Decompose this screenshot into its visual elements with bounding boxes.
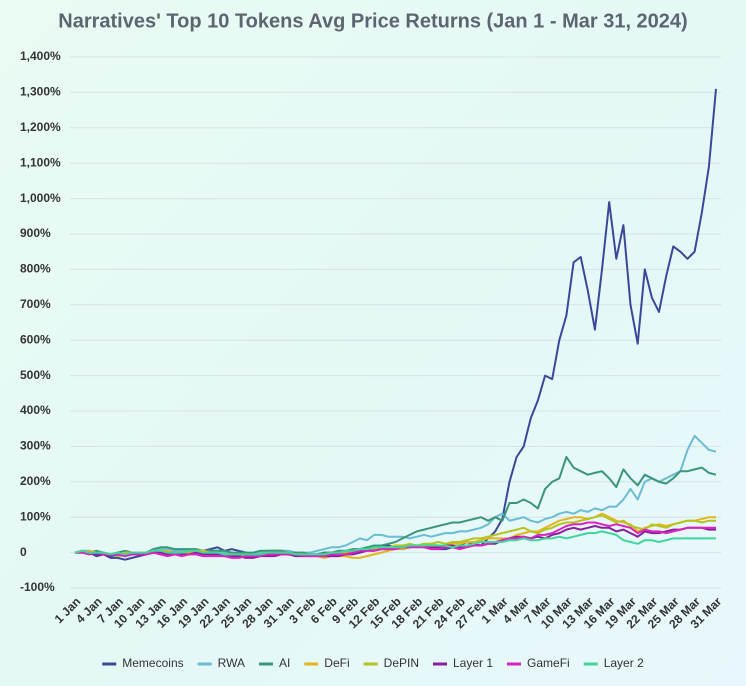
legend-label: RWA <box>218 656 245 670</box>
legend-item: Layer 1 <box>432 656 493 670</box>
y-tick-label: 1,400% <box>20 49 61 63</box>
legend-label: AI <box>279 656 290 670</box>
legend: Memecoins RWA AI DeFi DePIN Layer 1 GameFi Laye… <box>102 656 644 670</box>
legend-item: RWA <box>197 656 245 670</box>
y-tick-label: 500% <box>20 368 51 382</box>
legend-label: GameFi <box>527 656 570 670</box>
series-line <box>75 521 716 559</box>
y-tick-label: 400% <box>20 403 51 417</box>
y-tick-label: 900% <box>20 226 51 240</box>
legend-label: DeFi <box>324 656 349 670</box>
legend-item: DePIN <box>363 656 419 670</box>
y-tick-label: 100% <box>20 509 51 523</box>
y-tick-label: 700% <box>20 297 51 311</box>
series-line <box>74 88 717 561</box>
y-tick-label: 800% <box>20 262 51 276</box>
legend-item: DeFi <box>304 656 350 670</box>
legend-label: Layer 1 <box>453 656 493 670</box>
legend-item: Memecoins <box>102 656 184 670</box>
y-tick-label: 600% <box>20 332 51 346</box>
y-tick-label: 200% <box>20 474 51 488</box>
y-tick-label: 1,100% <box>20 155 61 169</box>
y-tick-label: -100% <box>20 580 55 594</box>
y-tick-label: 1,300% <box>20 85 61 99</box>
legend-label: DePIN <box>384 656 419 670</box>
legend-label: Layer 2 <box>604 656 644 670</box>
legend-label: Memecoins <box>122 656 183 670</box>
legend-item: Layer 2 <box>583 656 644 670</box>
series-line <box>74 434 717 556</box>
y-tick-label: 0 <box>20 545 27 559</box>
chart-title: Narratives' Top 10 Tokens Avg Price Retu… <box>58 10 687 32</box>
legend-item: AI <box>258 656 290 670</box>
y-tick-label: 300% <box>20 439 51 453</box>
series-line <box>74 456 717 556</box>
legend-item: GameFi <box>507 656 570 670</box>
y-tick-label: 1,200% <box>20 120 61 134</box>
series-line <box>74 530 716 556</box>
y-tick-label: 1,000% <box>20 191 61 205</box>
